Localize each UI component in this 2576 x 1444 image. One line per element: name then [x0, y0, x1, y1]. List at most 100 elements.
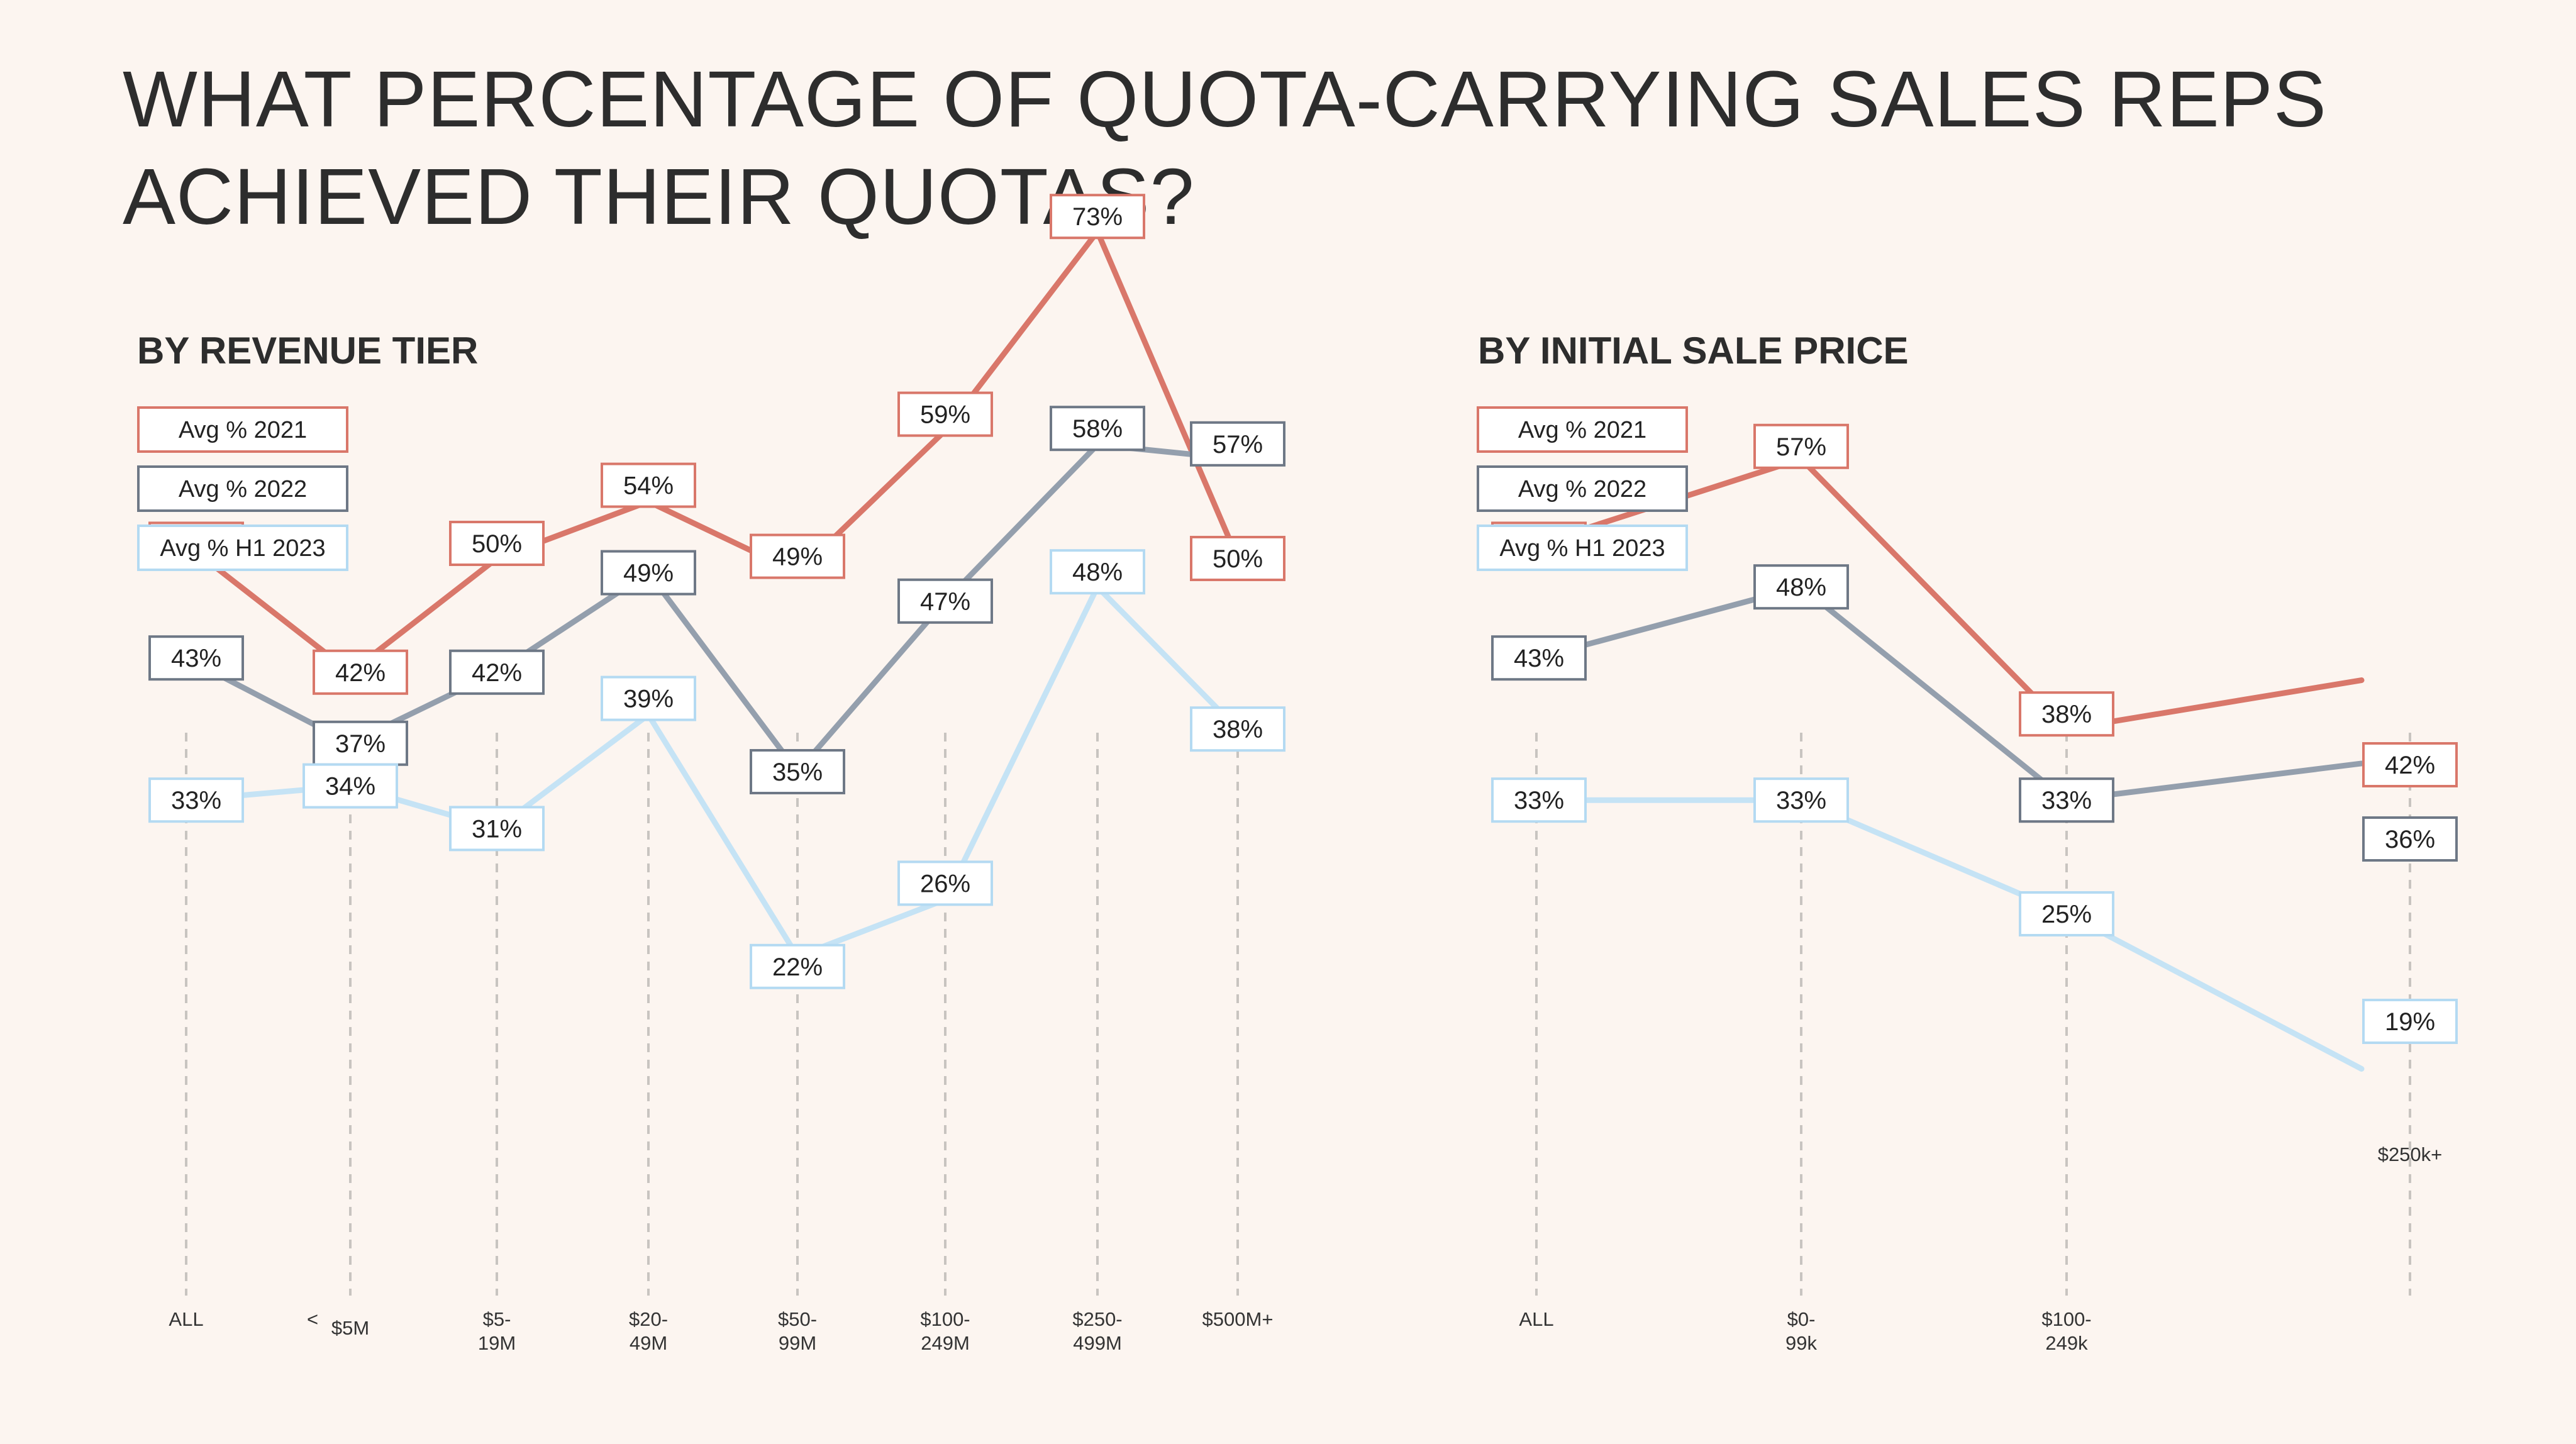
- label-value: 49%: [772, 543, 823, 571]
- tick-line: $500M+: [1202, 1308, 1274, 1330]
- label-box: [1491, 635, 1587, 681]
- revenue-tier-label-avg-2022-20-49m: 49%: [601, 550, 696, 596]
- initial-sale-price-label-avg-2021-100-249k: 38%: [2019, 691, 2114, 737]
- tick-line: $50-: [778, 1308, 817, 1330]
- tick-line: $5M: [331, 1317, 369, 1339]
- label-box: [313, 649, 408, 695]
- initial-sale-price-label-avg-h1-2023-0-99k: 33%: [1753, 777, 1849, 823]
- label-value: 59%: [920, 401, 970, 429]
- label-box: [303, 763, 398, 809]
- label-value: 47%: [920, 588, 970, 616]
- initial-sale-price-tick-100-249k: $100-249k: [2041, 1308, 2091, 1354]
- revenue-tier-label-avg-h1-2023-5m: 34%: [303, 763, 398, 809]
- label-box: [1050, 406, 1145, 452]
- label-value: 54%: [623, 472, 674, 500]
- label-value: 42%: [472, 659, 522, 687]
- label-box: [1190, 421, 1285, 467]
- label-box: [2362, 742, 2458, 787]
- revenue-tier-label-avg-2021-5m: 42%: [313, 649, 408, 695]
- legend-box: [1477, 406, 1688, 453]
- label-value: 38%: [1213, 716, 1263, 743]
- label-value: 57%: [1213, 431, 1263, 458]
- tick-line: $5-: [483, 1308, 511, 1330]
- label-box: [313, 720, 408, 766]
- tick-line: 249k: [2045, 1332, 2088, 1354]
- label-box: [148, 635, 244, 681]
- tick-line: 499M: [1073, 1332, 1122, 1354]
- legend-box: [137, 465, 348, 512]
- label-box: [2362, 816, 2458, 862]
- label-box: [750, 943, 845, 989]
- revenue-tier-label-avg-h1-2023-20-49m: 39%: [601, 675, 696, 721]
- tick-line: $20-: [629, 1308, 668, 1330]
- initial-sale-price-line-avg-h1-2023: [1533, 797, 2365, 1072]
- label-value: 58%: [1072, 415, 1123, 443]
- revenue-tier-tick-50-99m: $50-99M: [778, 1308, 817, 1354]
- label-box: [1190, 536, 1285, 581]
- label-value: 39%: [623, 686, 674, 713]
- revenue-tier-label-avg-h1-2023-50-99m: 22%: [750, 943, 845, 989]
- revenue-tier-tick-100-249m: $100-249M: [920, 1308, 970, 1354]
- revenue-tier-tick-5-19m: $5-19M: [478, 1308, 516, 1354]
- tick-line: $250-: [1072, 1308, 1122, 1330]
- label-box: [897, 391, 993, 437]
- label-value: 48%: [1776, 574, 1826, 601]
- tick-line: 49M: [630, 1332, 667, 1354]
- label-value: 35%: [772, 758, 823, 786]
- label-value: 50%: [1213, 545, 1263, 573]
- tick-line: 99k: [1785, 1332, 1817, 1354]
- label-box: [449, 521, 545, 566]
- initial-sale-price-label-avg-2022-0-99k: 48%: [1753, 564, 1849, 610]
- label-value: 57%: [1776, 433, 1826, 461]
- revenue-tier-label-avg-2022-all: 43%: [148, 635, 244, 681]
- revenue-tier-tick-500m: $500M+: [1202, 1308, 1274, 1330]
- revenue-tier-label-avg-2022-500m: 57%: [1190, 421, 1285, 467]
- label-box: [601, 462, 696, 508]
- label-value: 42%: [335, 659, 386, 687]
- revenue-tier-labels: 51%42%50%54%49%59%73%50%43%37%42%49%35%4…: [148, 194, 1285, 989]
- revenue-tier-label-avg-2022-5-19m: 42%: [449, 649, 545, 695]
- legend-label: Avg % 2021: [179, 417, 307, 443]
- initial-sale-price-legend-avg-2021: Avg % 2021: [1477, 406, 1688, 453]
- label-box: [449, 649, 545, 695]
- label-box: [601, 675, 696, 721]
- label-value: 50%: [472, 530, 522, 558]
- label-box: [1753, 777, 1849, 823]
- label-box: [1491, 777, 1587, 823]
- revenue-tier-label-avg-2021-500m: 50%: [1190, 536, 1285, 581]
- page-title: WHAT PERCENTAGE OF QUOTA-CARRYING SALES …: [123, 55, 2327, 241]
- initial-sale-price-label-avg-2022-all: 43%: [1491, 635, 1587, 681]
- label-box: [601, 550, 696, 596]
- label-value: 25%: [2041, 901, 2092, 928]
- initial-sale-price-labels: 51%57%38%42%43%48%33%36%33%33%25%19%: [1491, 423, 2458, 1044]
- initial-sale-price-guides: [1535, 733, 2411, 1296]
- initial-sale-price-label-avg-2021-250k: 42%: [2362, 742, 2458, 787]
- label-value: 48%: [1072, 558, 1123, 586]
- initial-sale-price-label-avg-2022-250k: 36%: [2362, 816, 2458, 862]
- legend-box: [1477, 465, 1688, 512]
- label-box: [1050, 194, 1145, 240]
- label-box: [1753, 564, 1849, 610]
- revenue-tier-label-avg-h1-2023-100-249m: 26%: [897, 860, 993, 906]
- revenue-tier-label-avg-h1-2023-250-499m: 48%: [1050, 549, 1145, 595]
- revenue-tier-label-avg-2022-5m: 37%: [313, 720, 408, 766]
- tick-line: $0-: [1787, 1308, 1816, 1330]
- label-box: [750, 533, 845, 579]
- initial-sale-price-label-avg-h1-2023-250k: 19%: [2362, 999, 2458, 1044]
- revenue-tier-chart: BY REVENUE TIER 51%42%50%54%49%59%73%50%…: [137, 194, 1285, 1354]
- legend-box: [137, 525, 348, 571]
- revenue-tier-legend: Avg % 2021 Avg % 2022 Avg % H1 2023: [137, 406, 348, 571]
- tick-line: 99M: [779, 1332, 816, 1354]
- label-value: 33%: [1514, 787, 1564, 814]
- label-value: 26%: [920, 870, 970, 897]
- revenue-tier-tick-250-499m: $250-499M: [1072, 1308, 1122, 1354]
- label-value: 31%: [472, 815, 522, 843]
- label-value: 36%: [2385, 826, 2435, 853]
- revenue-tier-label-avg-2021-250-499m: 73%: [1050, 194, 1145, 240]
- label-value: 34%: [325, 773, 375, 801]
- initial-sale-price-legend-avg-2022: Avg % 2022: [1477, 465, 1688, 512]
- label-box: [1753, 423, 1849, 469]
- label-box: [2019, 777, 2114, 823]
- label-value: 73%: [1072, 203, 1123, 231]
